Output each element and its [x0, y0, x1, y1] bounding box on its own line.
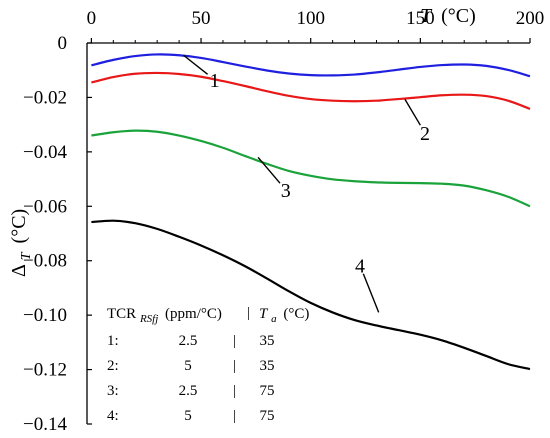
legend-row-id: 2: — [107, 358, 119, 374]
legend-header-tcr-unit: (ppm/°C) — [165, 306, 222, 322]
axes: 0 50 100 150 200 0 −0.02 −0.04 −0.06 −0.08 −0.10 −0… — [23, 8, 544, 435]
y-axis-sub: T — [19, 251, 34, 260]
callouts-group: 1 2 3 4 — [183, 54, 430, 313]
y-tick-label: −0.04 — [23, 142, 67, 163]
legend-row-tcr: 5 — [184, 358, 192, 374]
legend-row-ta: 75 — [260, 383, 275, 399]
legend-row-tcr: 5 — [184, 408, 192, 424]
legend-row-sep: | — [233, 383, 236, 399]
callout-leader-3 — [257, 156, 281, 184]
callout-leader-1 — [183, 54, 209, 75]
y-axis-main: Δ — [8, 264, 30, 277]
y-tick-label: −0.14 — [23, 414, 67, 435]
callout-leader-4 — [362, 273, 380, 313]
legend-row-sep: | — [233, 333, 236, 349]
legend-row-ta: 75 — [260, 408, 275, 424]
y-tick-label: 0 — [58, 33, 68, 54]
callout-label-1: 1 — [210, 70, 220, 92]
x-tick-label: 200 — [516, 8, 545, 29]
series-line-4 — [91, 219, 531, 371]
callout-leader-2 — [404, 98, 421, 126]
y-axis-unit: (°C) — [8, 209, 30, 244]
legend-header-ta: T a (°C) — [259, 306, 309, 326]
callout-label-2: 2 — [420, 123, 430, 145]
legend-row-id: 4: — [107, 408, 119, 424]
legend-row-tcr: 2.5 — [179, 333, 198, 349]
y-tick-label: −0.08 — [23, 251, 67, 272]
series-line-2 — [91, 71, 531, 110]
x-axis-title: T (°C) — [420, 5, 476, 27]
legend-table: TCR RSfj (ppm/°C) | T a (°C) 1: 2.5 | 35 2: 5… — [107, 305, 309, 424]
callout-label-4: 4 — [355, 255, 365, 277]
legend-row-tcr: 2.5 — [179, 383, 198, 399]
y-axis-title: Δ T (°C) — [8, 209, 35, 277]
x-tick-label: 50 — [192, 8, 211, 29]
series-group — [91, 53, 531, 371]
legend-row-ta: 35 — [260, 358, 275, 374]
legend-rows: 1: 2.5 | 35 2: 5 | 35 3: 2.5 | 75 4: 5 | 75 — [107, 333, 275, 424]
y-tick-label: −0.02 — [23, 87, 67, 108]
legend-row-sep: | — [233, 358, 236, 374]
series-line-1 — [91, 53, 531, 78]
x-axis-unit: (°C) — [441, 5, 476, 27]
legend-header-tcr-main: TCR — [107, 306, 136, 322]
legend-row-id: 3: — [107, 383, 119, 399]
legend-header-tcr-sub: RSfj — [139, 313, 158, 325]
legend-row-id: 1: — [107, 333, 119, 349]
y-tick-label: −0.12 — [23, 360, 67, 381]
x-tick-label: 0 — [87, 8, 97, 29]
x-tick-label: 100 — [296, 8, 325, 29]
y-tick-label: −0.10 — [23, 305, 67, 326]
y-tick-label: −0.06 — [23, 196, 67, 217]
series-line-3 — [91, 129, 531, 208]
legend-header-ta-sub: a — [271, 313, 277, 325]
x-tick-label: 150 — [406, 8, 435, 29]
x-axis-var: T — [420, 5, 433, 27]
callout-label-3: 3 — [281, 180, 291, 202]
legend-header-separator: | — [247, 305, 250, 321]
legend-header-ta-main: T — [259, 306, 269, 322]
legend-header-tcr: TCR RSfj (ppm/°C) — [107, 306, 222, 326]
legend-row-ta: 35 — [260, 333, 275, 349]
legend-row-sep: | — [233, 408, 236, 424]
legend-header-ta-unit: (°C) — [283, 306, 309, 322]
